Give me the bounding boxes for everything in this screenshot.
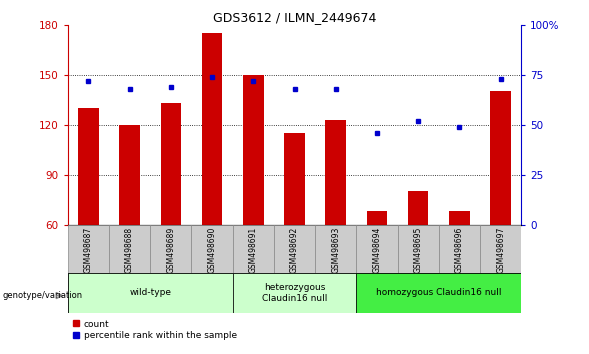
Legend: count, percentile rank within the sample: count, percentile rank within the sample xyxy=(72,320,237,340)
Text: GSM498691: GSM498691 xyxy=(249,227,258,273)
Text: heterozygous
Claudin16 null: heterozygous Claudin16 null xyxy=(262,283,327,303)
Bar xyxy=(109,225,150,274)
Bar xyxy=(68,225,109,274)
Bar xyxy=(68,273,233,313)
Text: GSM498692: GSM498692 xyxy=(290,227,299,273)
Text: GSM498696: GSM498696 xyxy=(455,227,464,273)
Text: GSM498694: GSM498694 xyxy=(372,227,382,273)
Bar xyxy=(449,211,469,225)
Bar xyxy=(356,273,521,313)
Bar xyxy=(274,225,315,274)
Bar xyxy=(398,225,439,274)
Bar xyxy=(325,120,346,225)
Bar xyxy=(233,273,356,313)
Text: GSM498695: GSM498695 xyxy=(413,227,423,273)
Bar xyxy=(78,108,98,225)
Text: GSM498697: GSM498697 xyxy=(496,227,505,273)
Text: GSM498689: GSM498689 xyxy=(166,227,176,273)
Bar xyxy=(191,225,233,274)
Text: homozygous Claudin16 null: homozygous Claudin16 null xyxy=(376,289,502,297)
Bar xyxy=(408,192,428,225)
Bar xyxy=(490,91,511,225)
Text: GSM498688: GSM498688 xyxy=(125,227,134,273)
Bar xyxy=(480,225,521,274)
Bar xyxy=(150,225,191,274)
Text: GSM498687: GSM498687 xyxy=(84,227,93,273)
Bar xyxy=(356,225,398,274)
Text: GSM498693: GSM498693 xyxy=(331,227,340,273)
Bar xyxy=(315,225,356,274)
Bar xyxy=(284,133,305,225)
Bar xyxy=(366,211,387,225)
Bar xyxy=(160,103,181,225)
Bar xyxy=(119,125,140,225)
Bar xyxy=(439,225,480,274)
Text: wild-type: wild-type xyxy=(129,289,171,297)
Bar xyxy=(201,33,223,225)
Text: GSM498690: GSM498690 xyxy=(207,227,217,273)
Title: GDS3612 / ILMN_2449674: GDS3612 / ILMN_2449674 xyxy=(213,11,376,24)
Bar xyxy=(243,75,263,225)
Bar xyxy=(233,225,274,274)
Text: genotype/variation: genotype/variation xyxy=(3,291,83,300)
